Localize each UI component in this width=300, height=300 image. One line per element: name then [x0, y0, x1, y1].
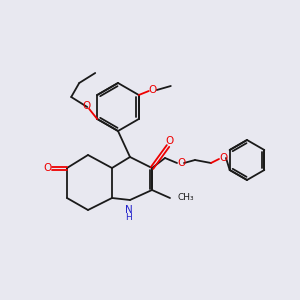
- Text: O: O: [177, 158, 185, 168]
- Text: N: N: [125, 205, 133, 215]
- Text: O: O: [165, 136, 173, 146]
- Text: H: H: [126, 212, 132, 221]
- Text: CH₃: CH₃: [178, 194, 195, 202]
- Text: O: O: [149, 85, 157, 95]
- Text: O: O: [43, 163, 51, 173]
- Text: O: O: [82, 101, 90, 111]
- Text: O: O: [219, 153, 227, 163]
